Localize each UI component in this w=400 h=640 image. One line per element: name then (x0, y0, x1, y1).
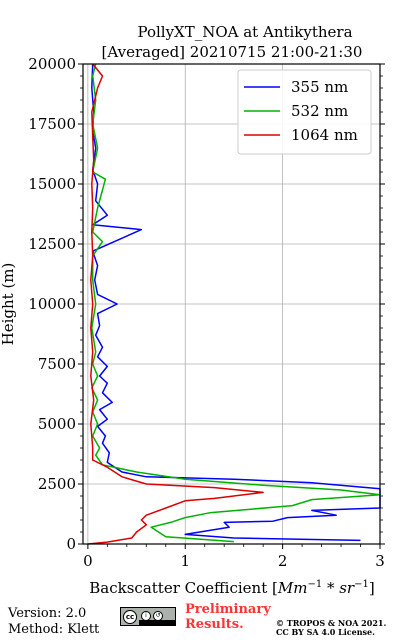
version-label: Version: 2.0 (8, 606, 87, 621)
legend-box (237, 69, 372, 155)
legend-label-1: 355 nm (291, 78, 348, 96)
y-tick-label: 12500 (28, 235, 76, 253)
preliminary-line-2: Results. (185, 617, 244, 632)
y-tick-label: 17500 (28, 115, 76, 133)
y-tick-label: 7500 (38, 355, 76, 373)
chart-subtitle: [Averaged] 20210715 21:00-21:30 (102, 43, 363, 61)
x-axis-label: Backscatter Coefficient [Mm−1 * sr−1] (89, 579, 374, 597)
y-tick-label: 5000 (38, 415, 76, 433)
copyright-line-1: © TROPOS & NOA 2021. (276, 618, 387, 628)
legend-label-3: 1064 nm (291, 126, 358, 144)
cc-icon: cc (123, 610, 137, 624)
cc-license-badge: cc i ↺ (120, 607, 176, 626)
series-line-1 (91, 63, 381, 542)
y-tick-label: 2500 (38, 475, 76, 493)
backscatter-profile-chart: PollyXT_NOA at Antikythera [Averaged] 20… (0, 23, 385, 597)
copyright-line-2: CC BY SA 4.0 License. (276, 627, 375, 637)
data-series (87, 63, 381, 545)
y-axis-label: Height (m) (0, 263, 17, 346)
series-line-3 (87, 63, 264, 545)
y-tick-label: 15000 (28, 175, 76, 193)
series-line-2 (91, 63, 381, 543)
x-tick-label: 1 (180, 552, 190, 570)
license-strip (139, 620, 175, 625)
legend: 355 nm 532 nm 1064 nm (237, 69, 372, 155)
preliminary-line-1: Preliminary (185, 602, 271, 617)
legend-label-2: 532 nm (291, 102, 348, 120)
y-tick-label: 0 (66, 535, 76, 553)
y-tick-label: 10000 (28, 295, 76, 313)
x-tick-label: 3 (375, 552, 385, 570)
chart-title: PollyXT_NOA at Antikythera (137, 23, 352, 41)
axis-ticks: 0 2500 5000 7500 10000 12500 15000 17500 20000 0 1… (28, 55, 385, 570)
copyright-notice: © TROPOS & NOA 2021. CC BY SA 4.0 Licens… (276, 619, 386, 637)
x-tick-label: 2 (278, 552, 288, 570)
x-tick-label: 0 (83, 552, 93, 570)
preliminary-notice: Preliminary Results. (185, 602, 271, 632)
method-label: Method: Klett (8, 622, 100, 637)
y-tick-label: 20000 (28, 55, 76, 73)
